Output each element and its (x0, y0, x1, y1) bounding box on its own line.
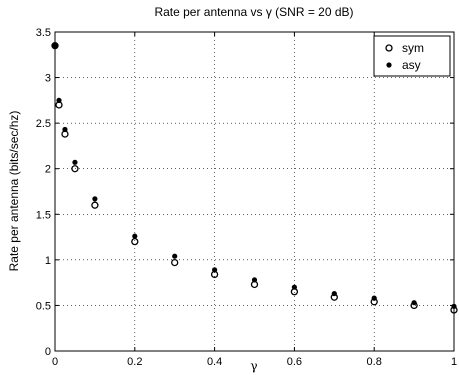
y-tick-label: 2.5 (36, 118, 51, 130)
x-tick-label: 1 (451, 356, 457, 368)
x-tick-label: 0.4 (207, 356, 222, 368)
point-asy (56, 97, 62, 103)
legend-label-asy: asy (402, 58, 421, 72)
legend-marker-sym (385, 44, 393, 52)
point-sym (171, 258, 179, 267)
point-asy (251, 277, 258, 283)
legend: sym asy (373, 35, 451, 77)
point-asy (212, 267, 218, 273)
point-sym (51, 42, 59, 50)
point-asy (92, 196, 98, 202)
y-tick-label: 1 (45, 255, 51, 267)
y-tick-label: 1.5 (36, 209, 51, 221)
legend-label-sym: sym (402, 41, 424, 55)
point-asy (411, 300, 417, 306)
point-sym (71, 165, 79, 173)
ticks: 0 0.2 0.4 0.6 0.8 1 0 0.5 1 1.5 2 2.5 3 3.5 (36, 27, 457, 368)
point-asy (62, 126, 68, 133)
x-tick-label: 0.2 (127, 356, 142, 368)
x-tick-label: 0.8 (367, 356, 382, 368)
plot-background (55, 32, 454, 351)
y-tick-label: 0 (45, 346, 51, 358)
y-tick-label: 3 (45, 73, 51, 85)
legend-marker-asy (386, 62, 392, 68)
point-asy (291, 284, 297, 290)
y-tick-label: 2 (45, 164, 51, 176)
grid (55, 32, 454, 351)
plot-frame (54, 31, 455, 352)
point-asy (331, 290, 337, 297)
x-axis-label: γ (250, 359, 257, 373)
point-asy (172, 253, 178, 259)
point-sym (91, 201, 99, 209)
chart-title: Rate per antenna vs γ (SNR = 20 dB) (154, 5, 353, 19)
legend-box (373, 35, 451, 77)
point-asy (451, 303, 457, 309)
y-tick-label: 3.5 (36, 27, 51, 39)
data-points (51, 42, 458, 314)
x-tick-label: 0 (52, 356, 58, 368)
point-asy (132, 233, 138, 239)
x-tick-label: 0.6 (287, 356, 302, 368)
point-asy (72, 159, 78, 165)
y-tick-label: 0.5 (36, 300, 51, 312)
point-asy (52, 43, 58, 49)
y-axis-label: Rate per antenna (bits/sec/hz) (7, 111, 21, 272)
point-asy (371, 295, 377, 301)
